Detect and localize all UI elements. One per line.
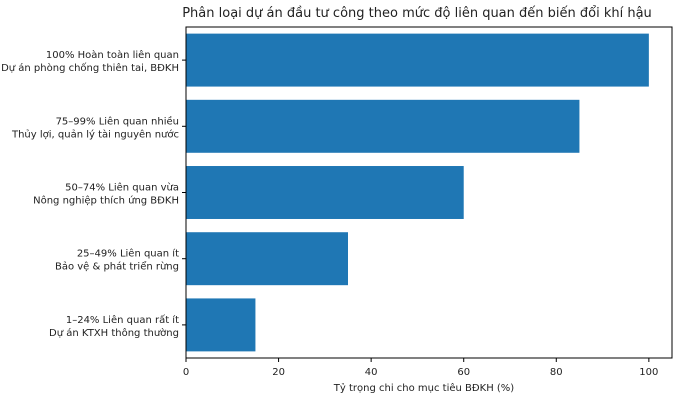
x-axis-label: Tỷ trọng chi cho mục tiêu BĐKH (%) [333,382,515,394]
bar [186,232,348,286]
y-tick-label-line1: 100% Hoàn toàn liên quan [46,49,179,61]
chart-title: Phân loại dự án đầu tư công theo mức độ … [182,6,652,21]
x-ticks: 0 20 40 60 80 100 [183,358,658,378]
y-tick-label-line2: Nông nghiệp thích ứng BĐKH [33,195,179,207]
y-tick-label-line1: 75–99% Liên quan nhiều [56,115,179,127]
bar [186,298,256,352]
x-tick-label: 20 [272,367,285,378]
plot-frame [185,26,673,359]
bars-layer [186,33,649,352]
x-tick-label: 60 [457,367,470,378]
y-tick-label-line2: Dự án phòng chống thiên tai, BĐKH [1,62,179,74]
y-tick-label-line2: Thủy lợi, quản lý tài nguyên nước [11,128,179,140]
y-tick-label-line2: Dự án KTXH thông thường [49,327,179,339]
y-tick-label-line2: Bảo vệ & phát triển rừng [55,260,179,273]
x-tick-label: 0 [183,367,189,378]
bar [186,99,580,153]
x-tick-label: 100 [639,367,658,378]
x-tick-label: 80 [550,367,563,378]
bar [186,33,649,87]
y-tick-label-line1: 1–24% Liên quan rất ít [66,314,179,326]
y-tick-label-line1: 50–74% Liên quan vừa [65,182,179,194]
x-tick-label: 40 [365,367,378,378]
y-tick-label-line1: 25–49% Liên quan ít [77,248,179,260]
bar [186,166,464,219]
